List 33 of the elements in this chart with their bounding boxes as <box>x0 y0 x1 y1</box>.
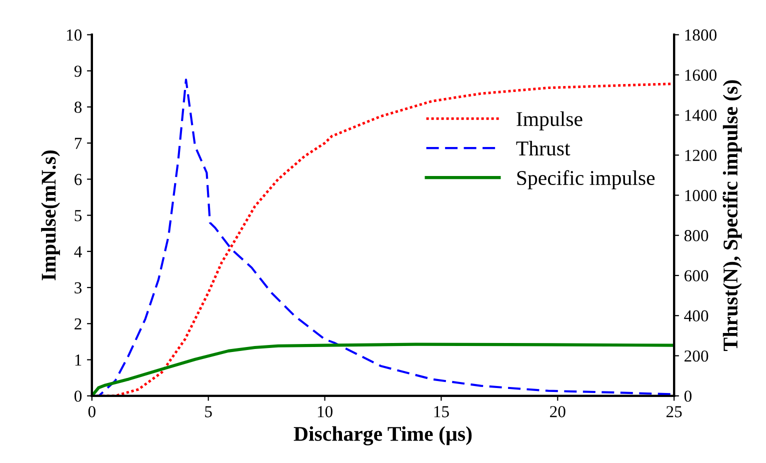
x-tick-label: 0 <box>88 406 96 418</box>
legend-label: Impulse <box>516 111 582 130</box>
y-tick-label: 2 <box>74 318 82 330</box>
y-tick-label: 5 <box>74 210 82 222</box>
y2-tick-label: 0 <box>684 390 692 402</box>
x-axis-title: Discharge Time (µs) <box>294 426 472 446</box>
y-tick-label: 1 <box>75 354 82 366</box>
legend-label: Thrust <box>516 140 570 156</box>
y2-tick-label: 1200 <box>685 150 716 162</box>
x-tick-label: 20 <box>550 406 566 418</box>
y2-tick-label: 200 <box>684 350 708 362</box>
y-tick-label: 6 <box>74 174 82 186</box>
y-tick-label: 3 <box>74 282 82 294</box>
y2-tick-label: 800 <box>684 230 708 242</box>
y-tick-label: 9 <box>74 66 82 77</box>
y-tick-label: 0 <box>74 390 82 402</box>
y2-tick-label: 400 <box>684 310 708 322</box>
y-axis-title: Impulse(mN.s) <box>41 150 60 280</box>
x-tick-label: 5 <box>205 406 212 418</box>
y-tick-label: 10 <box>66 29 82 41</box>
y2-tick-label: 1400 <box>685 110 716 121</box>
x-tick-label: 25 <box>666 406 682 418</box>
y2-tick-label: 600 <box>684 270 708 282</box>
legend-label: Specific impulse <box>517 170 655 190</box>
y2-tick-label: 1800 <box>685 29 716 41</box>
x-tick-label: 10 <box>318 406 332 418</box>
y-tick-label: 8 <box>74 102 82 113</box>
y2-tick-label: 1600 <box>685 70 716 81</box>
y2-axis-title: Thrust(N), Specific impulse (s) <box>722 80 742 351</box>
y2-tick-label: 1000 <box>685 190 716 202</box>
x-tick-label: 15 <box>434 406 449 418</box>
y-tick-label: 7 <box>74 138 82 149</box>
y-tick-label: 4 <box>74 246 82 258</box>
